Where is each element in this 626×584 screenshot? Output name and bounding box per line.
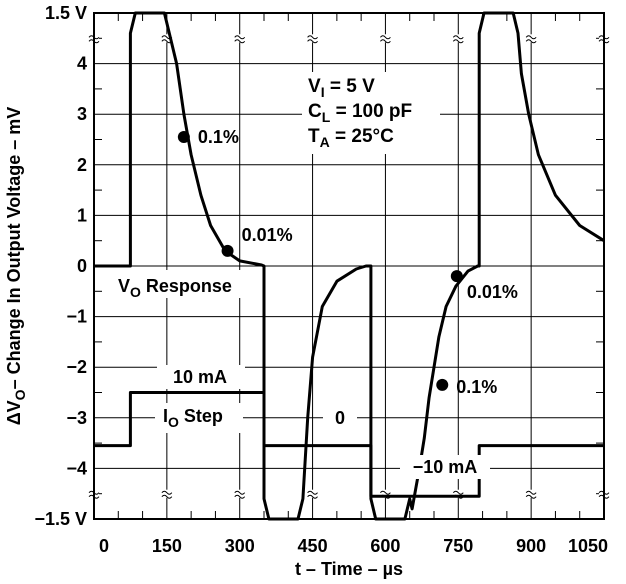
step-annotation: 10 mA xyxy=(173,367,227,387)
break-mark xyxy=(161,490,173,495)
label-background xyxy=(323,406,357,430)
percent-marker xyxy=(177,130,190,143)
break-mark xyxy=(234,39,246,44)
break-mark xyxy=(234,490,246,495)
label-background xyxy=(302,72,440,154)
label-background xyxy=(155,403,243,433)
y-tick-label: 2 xyxy=(77,155,87,175)
break-mark xyxy=(234,494,246,499)
y-tick-label: −1 xyxy=(66,307,87,327)
y-tick-label: −4 xyxy=(66,458,87,478)
label-backgrounds xyxy=(108,72,490,479)
break-gap xyxy=(234,489,245,498)
break-mark xyxy=(525,39,537,44)
break-mark xyxy=(380,39,391,44)
label-background xyxy=(157,365,245,389)
x-tick-label: 300 xyxy=(225,536,255,556)
break-gap xyxy=(161,34,172,43)
break-gap xyxy=(161,489,172,498)
percent-marker xyxy=(436,378,449,391)
break-mark xyxy=(380,35,391,40)
y-tick-label: −1.5 V xyxy=(34,509,87,529)
percent-markers xyxy=(177,130,463,391)
percent-marker xyxy=(221,244,234,257)
break-mark xyxy=(452,39,464,44)
condition-label: VI = 5 V xyxy=(308,76,375,100)
y-axis-title: ΔVO– Change In Output Voltage – mV xyxy=(4,107,28,426)
break-gap xyxy=(307,489,318,498)
x-tick-label: 600 xyxy=(370,536,400,556)
break-mark xyxy=(307,35,318,40)
y-tick-label: 1.5 V xyxy=(45,3,87,23)
break-mark xyxy=(525,35,537,40)
x-tick-labels: 0 150 300 450 600 750 900 1050 xyxy=(99,536,608,556)
break-mark xyxy=(307,490,318,495)
io-step-label: IO Step xyxy=(163,406,223,430)
break-gap xyxy=(380,489,391,498)
break-gap xyxy=(526,489,537,498)
break-mark xyxy=(161,494,173,499)
y-tick-label: 0 xyxy=(77,256,87,276)
break-mark xyxy=(307,39,318,44)
break-mark xyxy=(525,494,537,499)
x-tick-label: 750 xyxy=(443,536,473,556)
marker-label: 0.01% xyxy=(242,225,293,245)
y-tick-label: −3 xyxy=(66,408,87,428)
x-tick-label: 150 xyxy=(152,536,182,556)
break-gap xyxy=(453,34,464,43)
break-mark xyxy=(307,494,318,499)
break-gap xyxy=(307,34,318,43)
y-tick-label: −2 xyxy=(66,357,87,377)
percent-marker xyxy=(450,270,463,283)
marker-label: 0.01% xyxy=(467,282,518,302)
marker-label: 0.1% xyxy=(198,127,239,147)
break-mark xyxy=(525,490,537,495)
break-mark xyxy=(234,35,246,40)
x-tick-label: 0 xyxy=(99,536,109,556)
break-gap xyxy=(234,34,245,43)
condition-label: TA = 25°C xyxy=(308,126,394,150)
condition-label: CL = 100 pF xyxy=(308,101,412,125)
break-gap xyxy=(453,489,464,498)
vo-response-line xyxy=(94,11,605,521)
step-annotation: −10 mA xyxy=(413,457,478,477)
annotation-labels: 0.1% 0.01% 0.1% 0.01% VO Response IO Step VI =… xyxy=(118,76,518,477)
y-tick-label: 3 xyxy=(77,104,87,124)
break-mark xyxy=(452,490,464,495)
break-gap xyxy=(526,34,537,43)
y-tick-labels: 1.5 V 4 3 2 1 0 −1 −2 −3 −4 −1.5 V xyxy=(34,3,87,529)
step-annotation: 0 xyxy=(335,408,345,428)
break-mark xyxy=(380,490,391,495)
y-tick-label: 4 xyxy=(77,54,87,74)
x-tick-label: 450 xyxy=(298,536,328,556)
y-tick-label: 1 xyxy=(77,205,87,225)
x-tick-label: 900 xyxy=(516,536,546,556)
x-tick-label: 1050 xyxy=(568,536,608,556)
break-mark xyxy=(452,35,464,40)
break-gap xyxy=(380,34,391,43)
marker-label: 0.1% xyxy=(456,377,497,397)
plot-frame xyxy=(93,12,605,520)
x-axis-title: t – Time – µs xyxy=(295,559,403,579)
vo-response-label: VO Response xyxy=(118,276,232,300)
label-background xyxy=(108,270,260,298)
label-background xyxy=(400,455,490,479)
